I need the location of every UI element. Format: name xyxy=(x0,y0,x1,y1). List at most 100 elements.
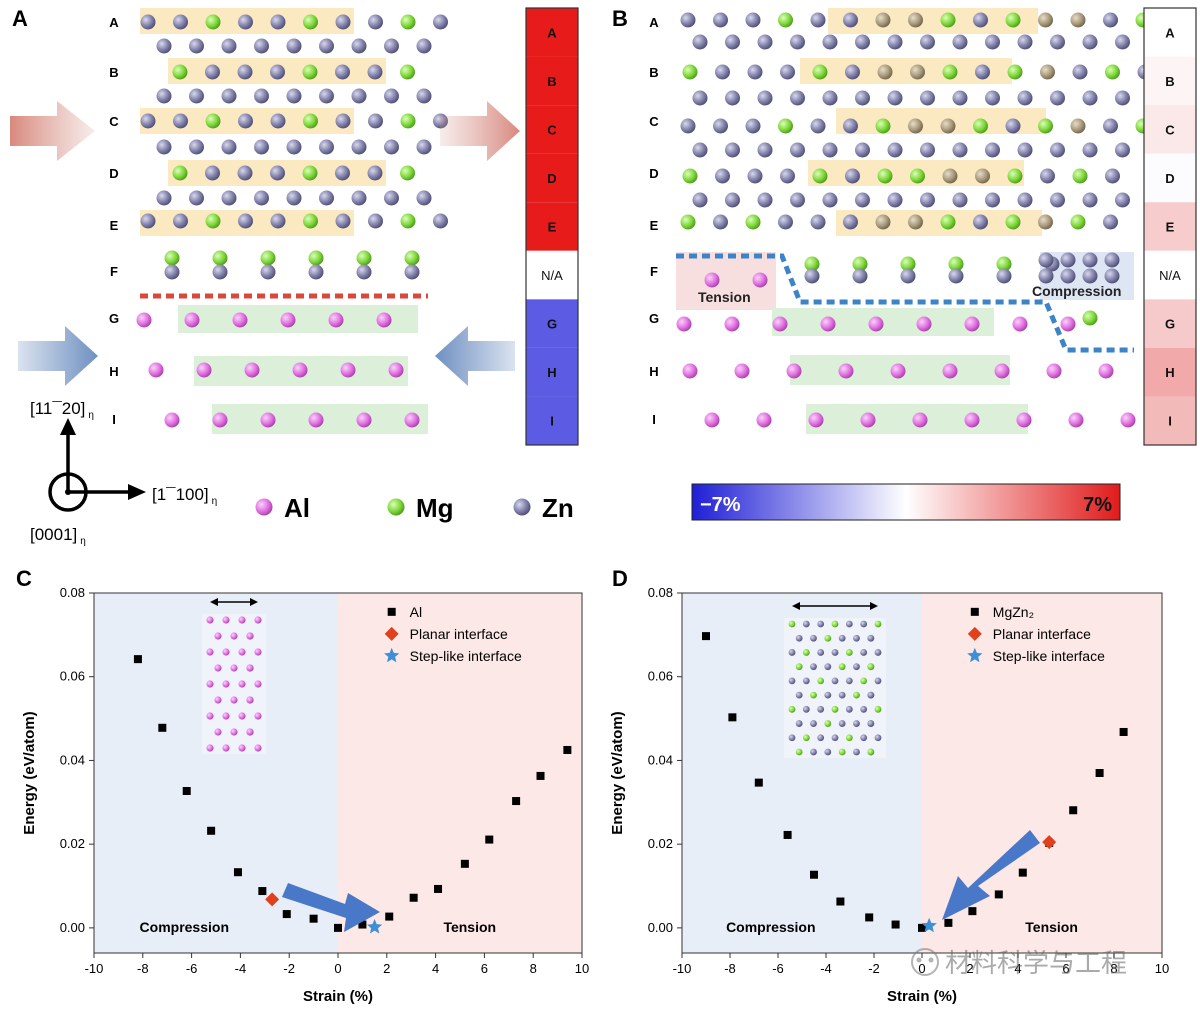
atom xyxy=(1016,412,1032,428)
atom xyxy=(270,14,286,30)
inset-atom xyxy=(817,677,825,685)
inset-atom xyxy=(795,663,803,671)
atom xyxy=(260,264,276,280)
atom xyxy=(778,12,793,28)
atom xyxy=(1060,316,1076,332)
atom xyxy=(756,412,772,428)
atom xyxy=(985,192,1000,208)
atom xyxy=(734,363,750,379)
atom xyxy=(238,113,253,129)
atom xyxy=(942,64,958,80)
atom xyxy=(910,64,925,80)
inset-atom xyxy=(206,616,214,624)
atom xyxy=(996,256,1012,272)
panel-a-strain-cell xyxy=(526,299,578,348)
y-tick-label: 0.04 xyxy=(648,752,673,767)
inset-atom xyxy=(254,616,262,624)
atom xyxy=(778,118,793,134)
atom xyxy=(368,14,383,30)
data-point xyxy=(944,918,953,927)
inset-atom xyxy=(838,634,846,642)
atom xyxy=(232,312,248,328)
inset-atom xyxy=(206,648,214,656)
atom xyxy=(319,139,334,155)
atom xyxy=(985,142,1000,158)
atom xyxy=(254,190,269,206)
data-point xyxy=(1119,727,1128,736)
atom xyxy=(973,12,988,28)
atom xyxy=(920,90,935,106)
panel-a-strain-cell xyxy=(526,8,578,57)
atom xyxy=(1050,192,1065,208)
inset-atom xyxy=(246,728,254,736)
atom xyxy=(1050,142,1065,158)
atom xyxy=(1017,142,1033,158)
atom xyxy=(1115,192,1130,208)
atom xyxy=(1050,90,1065,106)
panel-b-layer-label: G xyxy=(649,311,659,326)
x-tick-label: 10 xyxy=(575,961,589,976)
atom xyxy=(205,165,220,181)
data-point xyxy=(536,771,545,780)
atom xyxy=(713,12,728,28)
panel-b: B A B C D E F G H I Tension Compression A B C D E N/A… xyxy=(612,6,1197,446)
inset-atom xyxy=(831,705,839,713)
atom xyxy=(877,64,893,80)
atom xyxy=(855,90,870,106)
atom xyxy=(692,90,708,106)
atom xyxy=(704,412,720,428)
panel-a-layer-label: I xyxy=(112,412,116,427)
x-tick-label: -6 xyxy=(772,961,784,976)
atom xyxy=(810,12,826,28)
panel-a-strain-cell-label: H xyxy=(547,365,556,380)
atom xyxy=(164,250,180,266)
watermark-text: 材料科学与工程 xyxy=(945,948,1127,978)
atom xyxy=(757,142,773,158)
atom xyxy=(713,118,728,134)
data-point xyxy=(918,923,926,932)
inset-atom xyxy=(214,664,222,672)
panel-b-strain-cell xyxy=(1144,153,1196,203)
data-point xyxy=(385,912,394,921)
inset-atom xyxy=(824,634,832,642)
atom xyxy=(1082,142,1098,158)
atom xyxy=(189,190,204,206)
panel-a-letter: A xyxy=(12,6,28,31)
colorbar-max-label: 7% xyxy=(1083,494,1112,516)
panel-b-strain-bar: A B C D E N/A G H I xyxy=(1143,7,1197,446)
atom xyxy=(404,250,420,266)
atom xyxy=(184,312,200,328)
x-tick-label: 6 xyxy=(1062,961,1069,976)
atom xyxy=(1050,34,1065,50)
legend-label: Planar interface xyxy=(993,626,1091,642)
inset-atom xyxy=(824,663,832,671)
data-point xyxy=(409,893,418,902)
data-point xyxy=(460,859,469,868)
inset-atom xyxy=(853,663,860,671)
atom xyxy=(682,363,698,379)
panel-a-strain-cell-label: G xyxy=(547,317,557,332)
inset-atom xyxy=(831,734,839,742)
panel-a-layer-label: D xyxy=(109,166,118,181)
atom xyxy=(715,168,730,184)
atom xyxy=(1040,64,1055,80)
atom xyxy=(1115,142,1130,158)
atom xyxy=(270,64,285,80)
atom xyxy=(868,316,884,332)
inset-atom xyxy=(795,634,803,642)
atom xyxy=(351,88,367,104)
panel-a-strain-bar: A B C D E N/A G H I xyxy=(525,7,579,446)
inset-atom xyxy=(853,748,860,756)
panel-a-strain-cell xyxy=(526,153,578,203)
inset-atom xyxy=(845,620,853,628)
atom-legend-al: Al xyxy=(284,493,310,523)
panel-letter: D xyxy=(612,566,628,591)
atom xyxy=(676,316,692,332)
atom xyxy=(1068,412,1084,428)
inset-atom xyxy=(874,620,882,628)
atom xyxy=(1098,363,1114,379)
atom xyxy=(367,64,383,80)
atom xyxy=(725,192,740,208)
atom xyxy=(221,88,237,104)
panel-b-letter: B xyxy=(612,6,628,31)
